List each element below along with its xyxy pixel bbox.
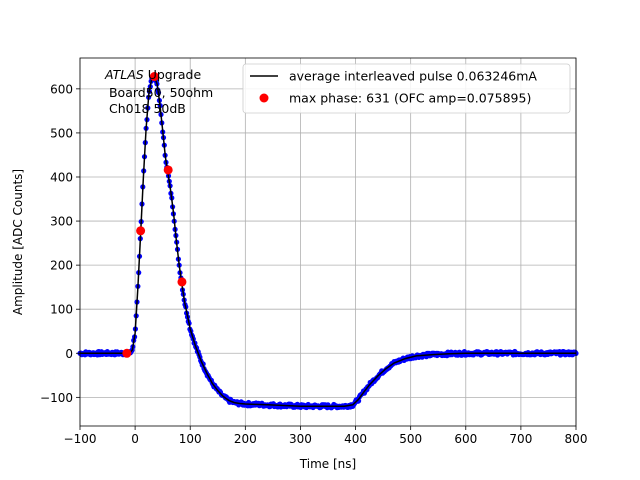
y-tick-label: 100 xyxy=(50,303,73,317)
annotation-line2: Board50, 50ohm xyxy=(105,85,213,100)
x-tick-label: 600 xyxy=(454,432,477,446)
y-tick-label: 0 xyxy=(65,347,73,361)
atlas-annotation: ATLAS Upgrade Board50, 50ohm Ch018 50dB xyxy=(104,67,213,116)
legend-marker-swatch xyxy=(259,93,269,103)
y-tick-label: 200 xyxy=(50,259,73,273)
blue-sample-points xyxy=(77,73,579,411)
annotation-italic: ATLAS xyxy=(104,67,144,82)
max-phase-marker xyxy=(122,348,132,358)
x-tick-label: 300 xyxy=(289,432,312,446)
max-phase-marker xyxy=(163,165,173,175)
max-phase-markers xyxy=(122,72,187,358)
legend-entry-max-phase: max phase: 631 (OFC amp=0.075895) xyxy=(289,91,531,106)
max-phase-marker xyxy=(136,226,146,236)
y-axis-label: Amplitude [ADC Counts] xyxy=(11,169,25,315)
legend-box xyxy=(242,63,571,114)
y-tick-label: 600 xyxy=(50,82,73,96)
x-tick-label: 400 xyxy=(344,432,367,446)
axis-ticks: −100 0 100 200 300 400 500 600 700 800 −100 0 100 200… xyxy=(40,82,587,446)
x-tick-label: 700 xyxy=(509,432,532,446)
y-tick-label: 400 xyxy=(50,170,73,184)
legend-entry-average: average interleaved pulse 0.063246mA xyxy=(289,69,537,84)
x-tick-label: 800 xyxy=(565,432,588,446)
x-tick-label: 100 xyxy=(179,432,202,446)
x-axis-label: Time [ns] xyxy=(299,457,356,471)
x-tick-label: −100 xyxy=(64,432,97,446)
annotation-line3: Ch018 50dB xyxy=(105,101,186,116)
y-tick-label: 300 xyxy=(50,215,73,229)
average-pulse-line xyxy=(80,75,576,407)
x-tick-label: 500 xyxy=(399,432,422,446)
y-tick-label: −100 xyxy=(40,391,73,405)
svg-text:ATLAS Upgrade: ATLAS Upgrade xyxy=(104,67,201,82)
max-phase-marker xyxy=(149,72,159,82)
max-phase-marker xyxy=(177,277,187,287)
x-tick-label: 0 xyxy=(131,432,139,446)
y-tick-label: 500 xyxy=(50,126,73,140)
axes-frame xyxy=(79,57,577,427)
x-tick-label: 200 xyxy=(234,432,257,446)
legend: average interleaved pulse 0.063246mA max… xyxy=(242,63,571,114)
annotation-line1-rest: Upgrade xyxy=(144,67,202,82)
